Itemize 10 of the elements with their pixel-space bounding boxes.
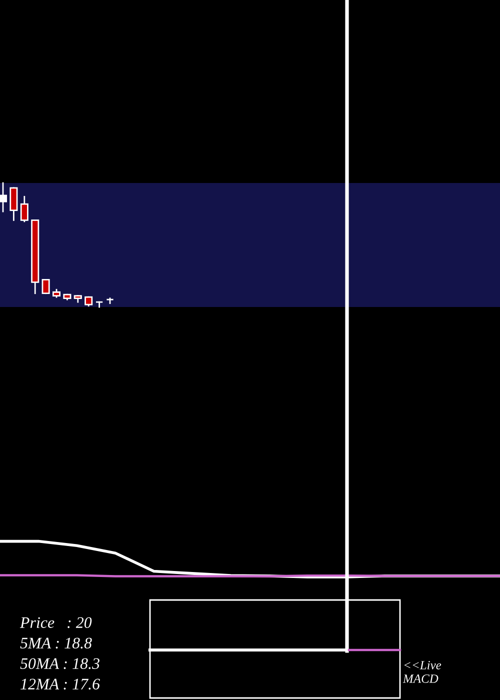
text: Price : 20 xyxy=(20,617,92,628)
text: <<Live MACD xyxy=(402,660,442,683)
candlestick xyxy=(0,182,8,212)
text: 12MA : 17.6 xyxy=(20,678,100,690)
candlestick xyxy=(20,196,28,222)
text: 50MA : 18.3 xyxy=(20,658,100,670)
candlestick xyxy=(10,187,18,221)
candlestick xyxy=(42,279,50,294)
text: 5MA : 18.8 xyxy=(20,638,92,649)
candlestick xyxy=(95,301,104,308)
